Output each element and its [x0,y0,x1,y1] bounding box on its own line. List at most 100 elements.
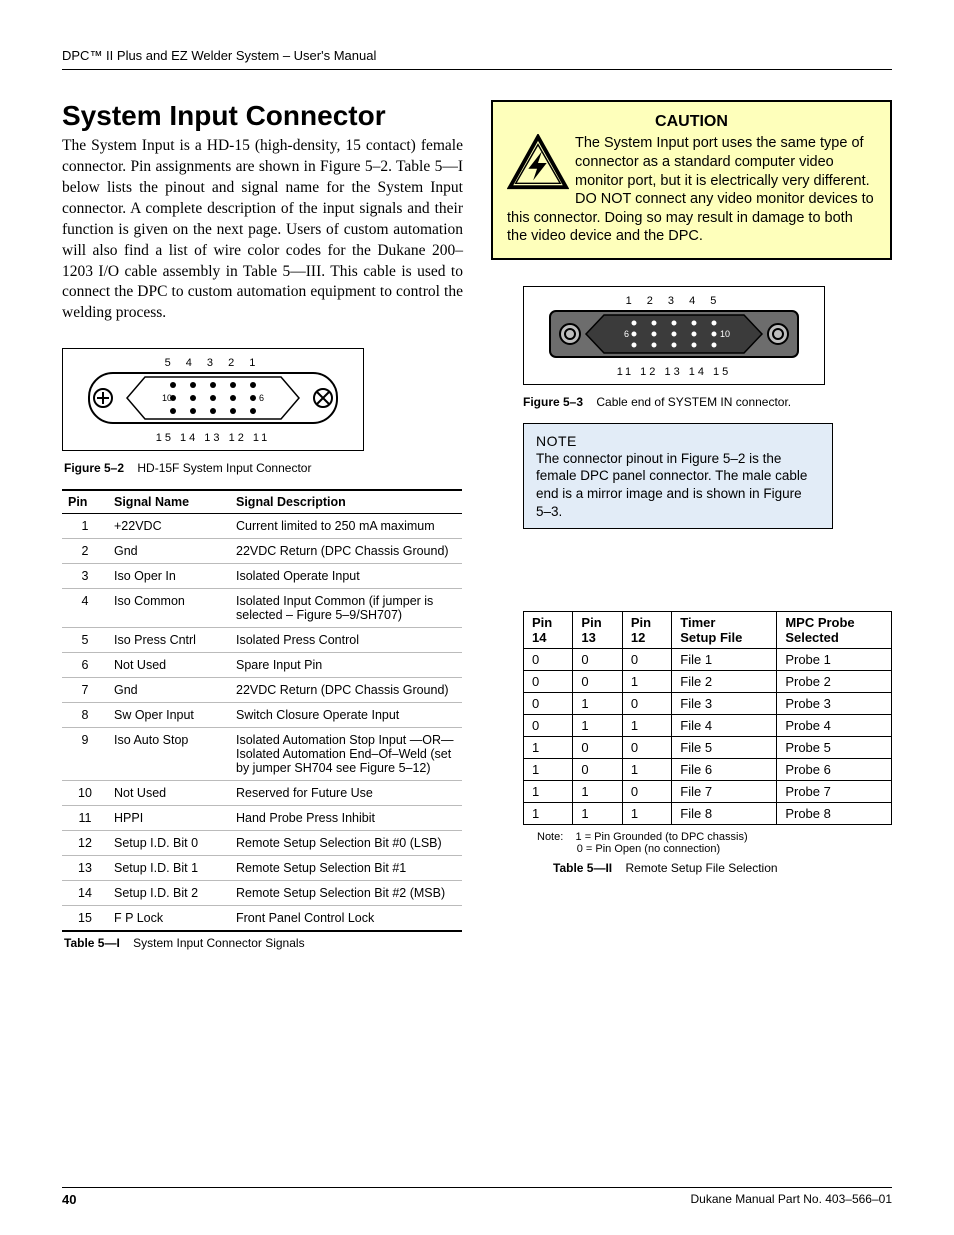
table-cell: 1 [622,803,671,825]
note-title: NOTE [536,432,820,450]
caption-bold: Figure 5–2 [64,461,124,475]
table-cell: 14 [62,881,108,906]
svg-text:10: 10 [720,329,730,339]
table-cell: Isolated Operate Input [230,564,462,589]
table-cell: 0 [573,737,622,759]
table-row: 8Sw Oper InputSwitch Closure Operate Inp… [62,703,462,728]
setup-table-note: Note: 1 = Pin Grounded (to DPC chassis) … [537,831,892,855]
table-cell: 10 [62,781,108,806]
table-cell: 0 [524,671,573,693]
table-cell: 0 [524,649,573,671]
table-5-I-caption: Table 5—I System Input Connector Signals [64,936,463,950]
table-cell: 1 [622,759,671,781]
table-row: 1+22VDCCurrent limited to 250 mA maximum [62,514,462,539]
svg-text:6: 6 [624,329,629,339]
table-cell: 0 [524,715,573,737]
table-cell: File 6 [672,759,777,781]
table-row: 000File 1Probe 1 [524,649,892,671]
table-cell: 0 [573,671,622,693]
table-cell: 0 [622,737,671,759]
svg-text:6: 6 [259,393,264,403]
table-cell: 0 [622,649,671,671]
table-cell: Isolated Press Control [230,628,462,653]
table-cell: 6 [62,653,108,678]
table-cell: File 3 [672,693,777,715]
caption-bold: Table 5—II [553,861,612,875]
setup-table: Pin14Pin13Pin12TimerSetup FileMPC ProbeS… [523,611,892,825]
table-cell: Iso Common [108,589,230,628]
table-row: 13Setup I.D. Bit 1Remote Setup Selection… [62,856,462,881]
pin-labels-bottom: 11 12 13 14 15 [534,366,814,378]
table-header: Signal Description [230,490,462,514]
note-label: Note: [537,831,563,843]
pin-labels-top: 5 4 3 2 1 [73,357,353,369]
table-row: 9Iso Auto StopIsolated Automation Stop I… [62,728,462,781]
table-cell: Setup I.D. Bit 1 [108,856,230,881]
table-cell: Setup I.D. Bit 0 [108,831,230,856]
table-cell: 1 [524,759,573,781]
table-cell: +22VDC [108,514,230,539]
table-cell: Iso Oper In [108,564,230,589]
table-cell: File 7 [672,781,777,803]
caption-bold: Table 5—I [64,936,120,950]
table-cell: Iso Press Cntrl [108,628,230,653]
table-cell: File 1 [672,649,777,671]
table-5-II-caption: Table 5—II Remote Setup File Selection [553,861,892,875]
table-cell: 1 [573,781,622,803]
note-box: NOTE The connector pinout in Figure 5–2 … [523,423,833,529]
note-text: The connector pinout in Figure 5–2 is th… [536,451,807,519]
table-cell: Probe 7 [777,781,892,803]
table-cell: Gnd [108,678,230,703]
table-row: 11HPPIHand Probe Press Inhibit [62,806,462,831]
table-cell: 12 [62,831,108,856]
intro-paragraph: The System Input is a HD-15 (high-densit… [62,136,463,324]
table-row: 3Iso Oper InIsolated Operate Input [62,564,462,589]
pin-labels-bottom: 15 14 13 12 11 [73,432,353,444]
table-cell: Not Used [108,653,230,678]
table-cell: Remote Setup Selection Bit #0 (LSB) [230,831,462,856]
table-cell: 2 [62,539,108,564]
table-cell: Isolated Input Common (if jumper is sele… [230,589,462,628]
pin-labels-top: 1 2 3 4 5 [534,295,814,307]
table-header: Pin14 [524,612,573,649]
figure-5-2: 5 4 3 2 1 10 6 [62,348,364,451]
table-row: 5Iso Press CntrlIsolated Press Control [62,628,462,653]
figure-5-3: 1 2 3 4 5 6 10 11 12 13 14 15 [523,286,825,385]
svg-text:10: 10 [162,393,172,403]
figure-5-2-caption: Figure 5–2 HD-15F System Input Connector [64,461,463,475]
table-cell: Probe 6 [777,759,892,781]
table-header: Pin12 [622,612,671,649]
table-cell: 8 [62,703,108,728]
table-cell: Front Panel Control Lock [230,906,462,932]
table-cell: 0 [622,781,671,803]
table-row: 100File 5Probe 5 [524,737,892,759]
table-cell: 1 [524,737,573,759]
table-cell: 13 [62,856,108,881]
table-cell: HPPI [108,806,230,831]
table-cell: Setup I.D. Bit 2 [108,881,230,906]
table-row: 10Not UsedReserved for Future Use [62,781,462,806]
table-row: 12Setup I.D. Bit 0Remote Setup Selection… [62,831,462,856]
table-cell: 22VDC Return (DPC Chassis Ground) [230,539,462,564]
caption-bold: Figure 5–3 [523,395,583,409]
left-column: System Input Connector The System Input … [62,100,463,964]
two-column-layout: System Input Connector The System Input … [62,100,892,964]
lightning-triangle-icon [507,134,569,192]
table-row: 010File 3Probe 3 [524,693,892,715]
table-cell: 1 [524,803,573,825]
table-cell: 1 [622,715,671,737]
figure-5-3-caption: Figure 5–3 Cable end of SYSTEM IN connec… [523,395,892,409]
table-cell: F P Lock [108,906,230,932]
manual-part-no: Dukane Manual Part No. 403–566–01 [691,1192,892,1207]
table-cell: 0 [573,759,622,781]
table-row: 001File 2Probe 2 [524,671,892,693]
table-cell: File 8 [672,803,777,825]
table-cell: 1 [62,514,108,539]
table-row: 14Setup I.D. Bit 2Remote Setup Selection… [62,881,462,906]
caution-title: CAUTION [507,112,876,132]
table-cell: 1 [524,781,573,803]
section-heading: System Input Connector [62,100,463,132]
table-cell: 3 [62,564,108,589]
table-cell: Probe 3 [777,693,892,715]
table-cell: Reserved for Future Use [230,781,462,806]
